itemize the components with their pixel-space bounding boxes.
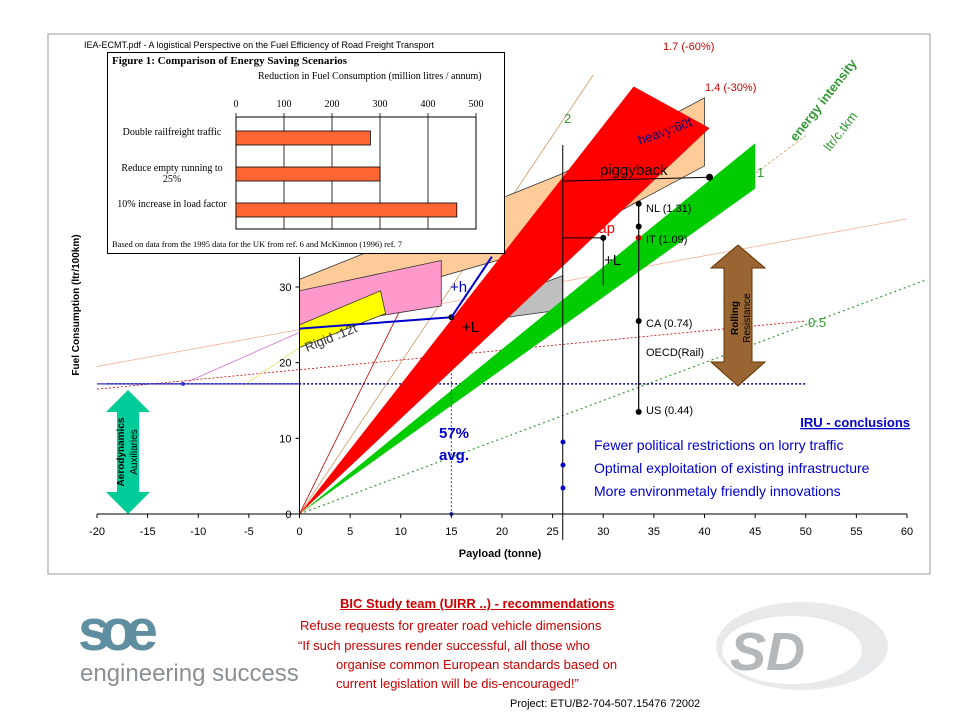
x-tick-label: 60 (901, 526, 913, 538)
x-tick-label: 45 (749, 526, 761, 538)
swap-label: swap (580, 220, 615, 237)
figure1-bar (235, 202, 458, 218)
figure1-title: Figure 1: Comparison of Energy Saving Sc… (112, 55, 348, 67)
bic-line2: “If such pressures render successful, al… (298, 638, 590, 653)
rail-point (635, 318, 642, 325)
rail-point (635, 200, 642, 207)
iru-item: Fewer political restrictions on lorry tr… (594, 437, 843, 453)
figure1-tick-label: 0 (233, 99, 239, 110)
sd-logo-text: SD (730, 622, 805, 682)
piggyback-arrow (562, 176, 710, 182)
intensity-label-1: 1 (757, 165, 764, 180)
x-tick-label: 5 (347, 526, 353, 538)
rolling-arrow (709, 244, 767, 387)
piggyback-point (706, 173, 714, 181)
figure1-bar (235, 130, 371, 146)
figure1-inset: Figure 1: Comparison of Energy Saving Sc… (107, 52, 505, 254)
plus-h-arrow (450, 256, 493, 318)
rail-label: US (0.44) (646, 405, 693, 417)
iru-title: IRU - conclusions (800, 415, 910, 430)
y-tick-label: 10 (279, 433, 291, 445)
iru-item: More environmetaly friendly innovations (594, 483, 841, 499)
piggyback-label: piggyback (600, 162, 668, 179)
sd-logo: SD (716, 602, 888, 690)
y-tick-label: 30 (279, 282, 291, 294)
figure1-tick-label: 100 (276, 99, 292, 110)
soe-logo: soe (78, 598, 167, 658)
x-tick-label: -10 (190, 526, 206, 538)
wedge-green (299, 143, 756, 514)
figure1-category-label: 10% increase in load factor (117, 199, 227, 210)
figure1-tick-label: 200 (324, 99, 340, 110)
intensity-line-05 (299, 278, 928, 515)
resistance-label: Resistance (742, 293, 753, 343)
y-tick-label: 0 (285, 509, 291, 521)
project-ref: Project: ETU/B2-704-507.15476 72002 (510, 698, 701, 710)
soe-logo-text: soe (78, 598, 157, 658)
figure1-category-label: Reduce empty running to 25% (121, 163, 223, 185)
rolling-label: Rolling (730, 301, 741, 335)
plus-l-line (299, 316, 452, 330)
rail-label: CA (0.74) (646, 318, 692, 330)
intensity-line-2 (299, 74, 594, 515)
avg-pct-label: 57% (439, 425, 469, 442)
x-tick-label: 55 (850, 526, 862, 538)
figure1-tick-label: 500 (468, 99, 484, 110)
aero-label: Aerodynamics (116, 417, 127, 486)
figure1-tick-label: 400 (420, 99, 436, 110)
aero-arrow (106, 390, 150, 514)
intensity-label-14: 1.4 (-30%) (705, 82, 756, 94)
figure1-tick-label: 300 (372, 99, 388, 110)
avg-label: avg. (439, 447, 469, 464)
plus-l-upper-label: +L (462, 319, 479, 336)
x-tick-label: -5 (244, 526, 254, 538)
bic-line1: Refuse requests for greater road vehicle… (300, 618, 602, 633)
x-tick-label: 20 (496, 526, 508, 538)
rail-point (635, 408, 642, 415)
bic-line3: organise common European standards based… (336, 657, 618, 672)
x-tick-label: 50 (800, 526, 812, 538)
intensity-label-05: 0.5 (808, 315, 826, 330)
intensity-label-2: 2 (564, 111, 571, 126)
figure1-bars (235, 113, 477, 230)
x-tick-label: 25 (547, 526, 559, 538)
plus-l-lower-label: +L (604, 252, 621, 269)
y-axis-title: Fuel Consumption (ltr/100km) (71, 234, 82, 375)
figure1-category-label: Double railfreight traffic (122, 127, 222, 138)
x-tick-label: 30 (597, 526, 609, 538)
iru-bullet (560, 439, 566, 445)
rail-label: NL (1.31) (646, 203, 691, 215)
bic-line4: current legislation will be dis-encourag… (336, 676, 579, 691)
figure1-bar (235, 166, 381, 182)
x-tick-label: 10 (395, 526, 407, 538)
aux-label: Auxiliaries (129, 429, 140, 475)
x-axis-title: Payload (tonne) (459, 548, 542, 560)
iru-item: Optimal exploitation of existing infrast… (594, 460, 870, 476)
rail-label: IT (1.09) (646, 234, 687, 246)
x-tick-label: -20 (89, 526, 105, 538)
envelope-yellow (243, 347, 300, 386)
x-tick-label: 40 (698, 526, 710, 538)
soe-tagline: engineering success (80, 660, 299, 687)
rail-point (635, 223, 642, 230)
intensity-label-17: 1.7 (-60%) (663, 41, 714, 53)
baseline-marker (181, 381, 186, 386)
wedge-red (299, 86, 710, 514)
bic-title: BIC Study team (UIRR ..) - recommendatio… (340, 596, 615, 611)
figure1-note: Based on data from the 1995 data for the… (112, 239, 403, 249)
rail-label: OECD(Rail) (646, 347, 704, 359)
x-tick-label: 15 (445, 526, 457, 538)
y-tick-label: 20 (279, 358, 291, 370)
figure1-subtitle: Reduction in Fuel Consumption (million l… (258, 71, 482, 82)
iru-bullet (560, 485, 566, 491)
source-header: IEA-ECMT.pdf - A logistical Perspective … (84, 40, 434, 50)
plus-h-label: +h (450, 279, 467, 296)
x-tick-label: -15 (140, 526, 156, 538)
envelope-pink (187, 332, 300, 382)
iru-bullet (560, 462, 566, 468)
x-tick-label: 35 (648, 526, 660, 538)
x-tick-label: 0 (296, 526, 302, 538)
